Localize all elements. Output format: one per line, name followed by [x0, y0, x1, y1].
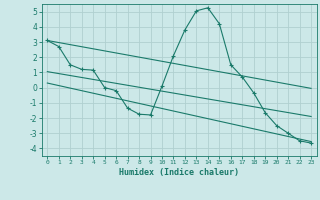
X-axis label: Humidex (Indice chaleur): Humidex (Indice chaleur) — [119, 168, 239, 177]
